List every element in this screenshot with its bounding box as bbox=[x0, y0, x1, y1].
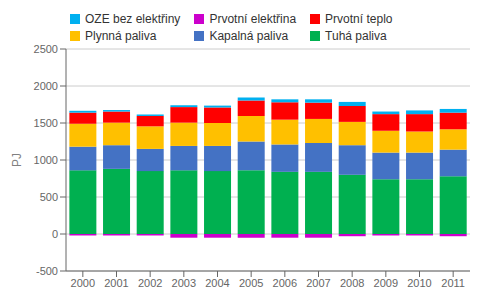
svg-text:1000: 1000 bbox=[34, 154, 58, 166]
svg-text:2000: 2000 bbox=[34, 80, 58, 92]
svg-text:2010: 2010 bbox=[407, 277, 431, 289]
html-text:Prvotní elektřina: Prvotní elektřina bbox=[209, 12, 297, 26]
svg-text:2011: 2011 bbox=[441, 277, 465, 289]
svg-text:2006: 2006 bbox=[273, 277, 297, 289]
svg-text:1500: 1500 bbox=[34, 117, 58, 129]
svg-text:2001: 2001 bbox=[104, 277, 128, 289]
svg-text:2005: 2005 bbox=[239, 277, 263, 289]
svg-text:2000: 2000 bbox=[71, 277, 95, 289]
svg-text:2002: 2002 bbox=[138, 277, 162, 289]
svg-text:0: 0 bbox=[52, 228, 58, 240]
html-text:Tuhá paliva: Tuhá paliva bbox=[325, 29, 387, 43]
svg-text:2009: 2009 bbox=[374, 277, 398, 289]
svg-text:PJ: PJ bbox=[10, 153, 24, 167]
svg-text:2007: 2007 bbox=[306, 277, 330, 289]
html-text:Prvotní teplo: Prvotní teplo bbox=[325, 12, 393, 26]
html-text:Plynná paliva: Plynná paliva bbox=[85, 29, 157, 43]
svg-text:2004: 2004 bbox=[205, 277, 229, 289]
svg-text:500: 500 bbox=[40, 191, 58, 203]
html-text:Kapalná paliva: Kapalná paliva bbox=[209, 29, 289, 43]
svg-text:2008: 2008 bbox=[340, 277, 364, 289]
html-text:OZE bez elektřiny: OZE bez elektřiny bbox=[85, 12, 181, 26]
svg-text:2003: 2003 bbox=[172, 277, 196, 289]
svg-text:-500: -500 bbox=[36, 265, 58, 277]
svg-text:2500: 2500 bbox=[34, 43, 58, 55]
